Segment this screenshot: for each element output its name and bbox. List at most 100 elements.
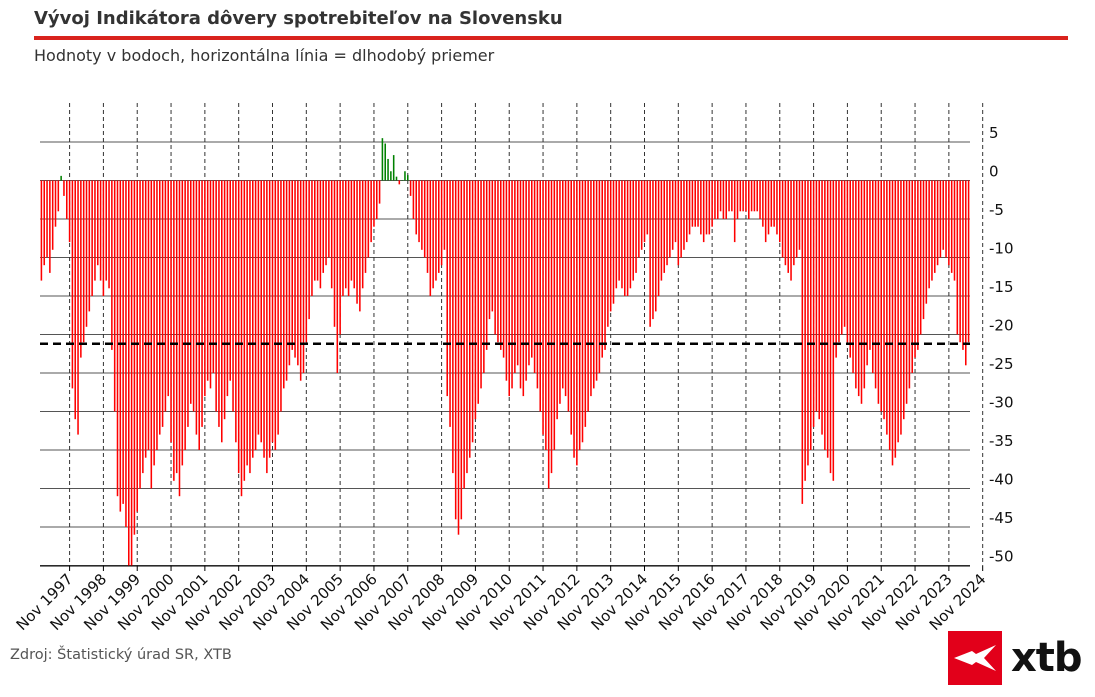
bar [776,180,778,235]
bar [221,180,223,443]
bar [807,180,809,466]
bar [897,180,899,443]
bar [547,180,550,489]
bar [508,180,510,397]
bar [308,180,310,320]
bar [440,180,443,266]
xtb-logo: xtb [948,631,1083,685]
horizontal-gridlines [40,141,970,566]
bar [322,180,324,273]
bar [705,180,708,235]
bar [660,180,663,281]
bar [240,180,243,497]
y-tick-label: -35 [989,432,1014,450]
bar [133,180,136,535]
bar [370,180,372,243]
bar [418,180,420,243]
bar [714,180,716,219]
bar [708,180,711,235]
bar [545,180,547,450]
bar [683,180,685,250]
bar [939,180,942,258]
bar [646,180,649,235]
bar [581,180,584,443]
bar [753,180,756,212]
bar [812,180,815,427]
bar [883,180,885,420]
bar [677,180,680,266]
bar [398,180,401,185]
bar [801,180,804,504]
bar [54,180,57,227]
bar [108,180,110,289]
bar [336,180,339,373]
bar [852,180,854,373]
bar [629,180,632,289]
bar [934,180,936,273]
bar [280,180,282,412]
bar [139,180,141,489]
bar [959,180,961,343]
bar [607,180,609,327]
bar [965,180,967,366]
bar [232,180,234,412]
bar [773,180,775,227]
bar [178,180,181,497]
bar [528,180,530,366]
bar [285,180,288,381]
bar [156,180,158,450]
y-tick-label: 0 [989,163,999,181]
bar [502,180,505,358]
bar [85,180,88,327]
bar [936,180,939,266]
bar [460,180,463,520]
bar [671,180,674,250]
chart-title: Vývoj Indikátora dôvery spotrebiteľov na… [34,8,563,29]
bar [136,180,138,512]
bar [350,180,353,281]
source-note: Zdroj: Štatistický úrad SR, XTB [10,647,232,663]
bar [609,180,612,312]
bar [818,180,820,420]
bar [542,180,544,435]
bar [268,180,271,458]
bar [201,180,203,427]
bar [531,180,533,358]
bar [942,180,944,250]
y-tick-label: -25 [989,355,1014,373]
bar [925,180,928,304]
bar [553,180,556,450]
bar [556,180,558,420]
bar [877,180,880,404]
bar [471,180,474,443]
bar [173,180,175,481]
bar [810,180,812,450]
bar [226,180,229,397]
bar [570,180,572,435]
bar [195,180,198,435]
title-divider [34,36,1068,40]
bar [815,180,818,412]
bar [190,180,192,404]
bar [680,180,682,258]
bar [43,180,45,266]
bar [297,180,299,366]
bar [674,180,677,243]
bar [438,180,440,273]
bar [635,180,637,273]
bar [288,180,291,366]
bar [223,180,226,420]
bar [615,180,618,289]
bar [407,175,409,181]
bar [922,180,925,320]
bar [533,180,536,373]
bar [657,180,660,296]
bar [82,180,85,343]
bar [826,180,829,458]
bar [387,158,389,181]
bar [446,180,448,397]
y-tick-label: -10 [989,240,1014,258]
bar [243,180,246,481]
bar [750,180,753,212]
bar [514,180,516,373]
